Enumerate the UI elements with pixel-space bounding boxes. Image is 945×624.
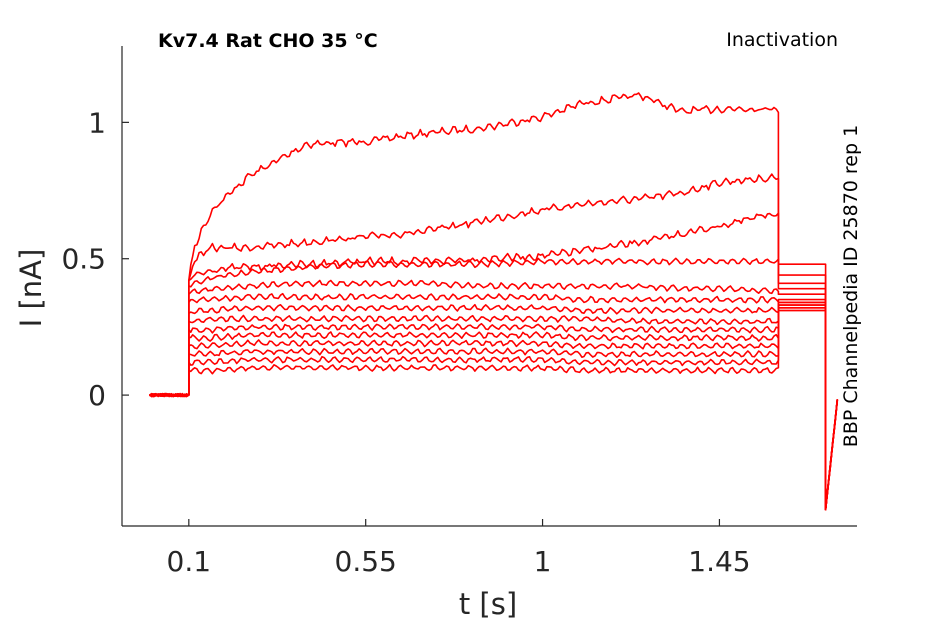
x-tick-label: 1 [534, 545, 552, 578]
series-line [149, 304, 839, 511]
series-line [149, 292, 839, 511]
series-line [149, 309, 839, 511]
x-tick-label: 0.1 [167, 545, 212, 578]
chart-title: Kv7.4 Rat CHO 35 °C [158, 30, 378, 52]
series-line [149, 309, 839, 511]
x-axis-label: t [s] [459, 587, 517, 621]
y-tick-label: 1 [88, 106, 106, 139]
y-ticks: 00.51 [61, 106, 129, 412]
series-line [149, 301, 839, 511]
series-line [149, 92, 839, 511]
series-line [149, 257, 839, 511]
series-line [149, 307, 839, 511]
chart-traces [149, 92, 839, 511]
series-line [149, 307, 839, 511]
x-tick-label: 0.55 [335, 545, 397, 578]
x-tick-label: 1.45 [688, 545, 750, 578]
series-line [149, 301, 839, 511]
axes [121, 46, 857, 527]
series-line [149, 279, 839, 511]
y-axis-label: I [nA] [14, 249, 48, 328]
y-tick-label: 0.5 [61, 243, 106, 276]
y-tick-label: 0 [88, 379, 106, 412]
x-ticks: 0.1 0.55 1 1.45 [167, 519, 751, 578]
source-label: BBP Channelpedia ID 25870 rep 1 [840, 125, 862, 447]
protocol-label: Inactivation [726, 29, 838, 51]
series-line [149, 304, 839, 511]
series-line [149, 173, 839, 511]
